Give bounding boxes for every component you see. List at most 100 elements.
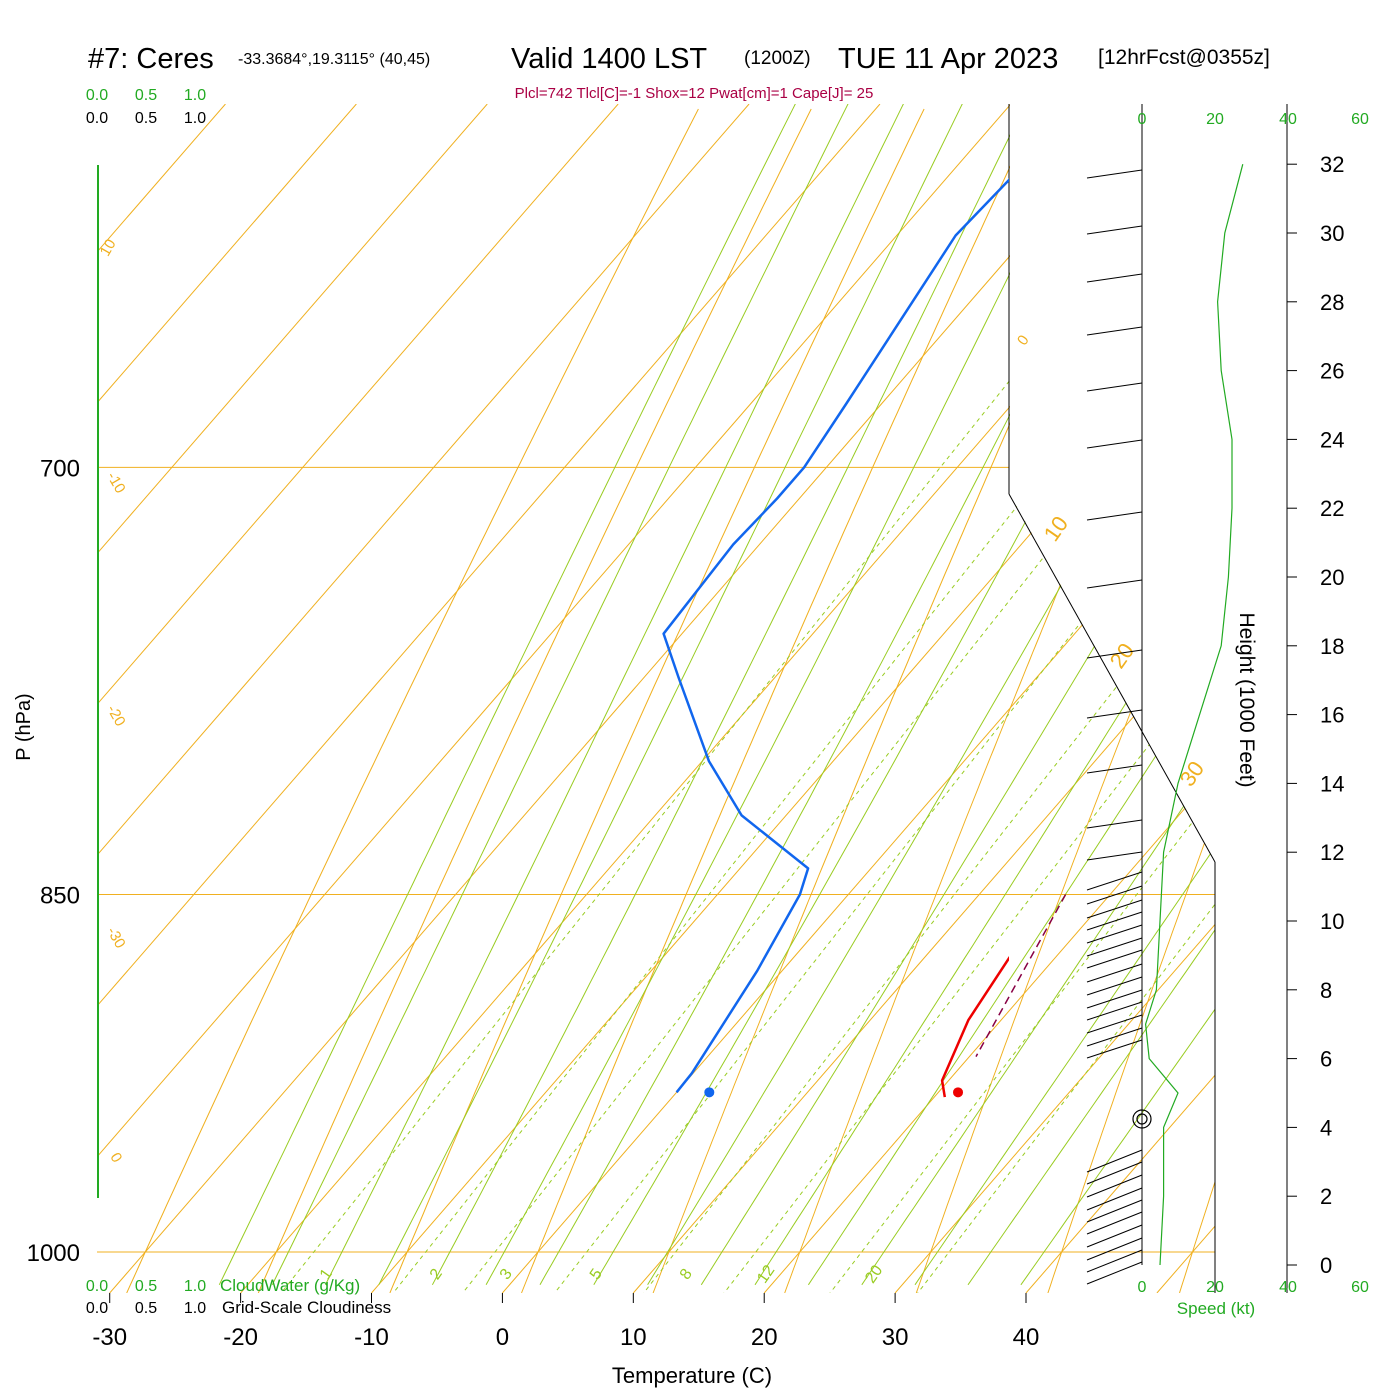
- temp-tick-label: -10: [354, 1324, 389, 1351]
- height-tick-label: 10: [1320, 909, 1344, 934]
- mixing-ratio-line: [591, 104, 1215, 1293]
- isotherm-label: 10: [1039, 512, 1074, 546]
- x-axis-title: Temperature (C): [612, 1363, 772, 1388]
- isotherm: [97, 104, 488, 1293]
- height-axis-title: Height (1000 Feet): [1235, 612, 1258, 787]
- isotherm: [894, 104, 1215, 1293]
- speed-bottom-tick: 60: [1351, 1279, 1369, 1296]
- wind-barb: [1086, 511, 1143, 521]
- mixing-ratio-label: 12: [754, 1262, 778, 1286]
- height-tick-label: 14: [1320, 771, 1344, 796]
- height-tick-label: 26: [1320, 359, 1344, 384]
- isotherm: [763, 104, 1215, 1293]
- isotherm: [632, 104, 1215, 1293]
- wind-barb: [1086, 1014, 1143, 1034]
- wind-barb: [1086, 1161, 1143, 1185]
- wind-barb: [1086, 579, 1143, 589]
- height-tick-label: 2: [1320, 1184, 1332, 1209]
- temp-tick-label: 40: [1013, 1324, 1040, 1351]
- isotherm-label: 20: [1105, 639, 1140, 673]
- y-axis-title: P (hPa): [13, 693, 35, 760]
- height-tick-label: 22: [1320, 496, 1344, 521]
- wind-barb: [1086, 924, 1143, 944]
- wind-barb: [1086, 382, 1143, 392]
- diagram-grid: [97, 104, 1215, 1293]
- isotherm-label: -30: [103, 924, 129, 951]
- wind-speed-profile: [1144, 164, 1244, 1266]
- cloud-top-green: 1.0: [184, 87, 206, 104]
- dry-adiabat: [1047, 108, 1215, 1293]
- pressure-tick-label: 850: [40, 882, 80, 909]
- dry-adiabat: [126, 108, 699, 1293]
- series-dewpoint: [662, 178, 1009, 1094]
- height-tick-label: 8: [1320, 978, 1332, 1003]
- temperature-axis: -30 -20 -10 0 10 20 30 40: [92, 1293, 1039, 1351]
- speed-scales: 0 20 40 600 20 40 60: [1138, 111, 1369, 1296]
- speed-bottom-tick: 40: [1279, 1279, 1297, 1296]
- wind-barb: [1086, 1249, 1143, 1273]
- height-tick-label: 24: [1320, 427, 1344, 452]
- cloud-bottom-black: 0.5: [135, 1300, 157, 1317]
- wind-barb: [1086, 225, 1143, 235]
- moist-adiabat: [807, 104, 1215, 1286]
- mixing-ratio-label: 2: [427, 1266, 446, 1283]
- mixing-ratio-label: 20: [862, 1262, 886, 1286]
- wind-barb: [1086, 1039, 1143, 1059]
- cloud-top-black: 0.5: [135, 110, 157, 127]
- wind-barb: [1086, 899, 1143, 919]
- wind-barb: [1086, 1261, 1143, 1285]
- moist-adiabat: [378, 104, 1215, 1286]
- wind-barb: [1086, 1027, 1143, 1047]
- dry-adiabat: [521, 108, 1038, 1293]
- cloud-top-black: 1.0: [184, 110, 206, 127]
- wind-barb: [1086, 169, 1143, 179]
- wind-barb: [1086, 819, 1143, 829]
- mixing-ratio-line: [502, 104, 1215, 1293]
- isotherm: [371, 104, 1215, 1293]
- speed-axis-title: Speed (kt): [1177, 1299, 1255, 1318]
- dry-adiabat: [784, 108, 1215, 1293]
- moist-adiabat: [271, 104, 1215, 1286]
- cloud-top-black: 0.0: [86, 110, 108, 127]
- isotherm: [1025, 104, 1215, 1293]
- wind-barb: [1086, 937, 1143, 957]
- moist-adiabat: [431, 104, 1215, 1286]
- sounding-params: Plcl=742 Tlcl[C]=-1 Shox=12 Pwat[cm]=1 C…: [515, 85, 874, 102]
- height-tick-label: 4: [1320, 1115, 1332, 1140]
- speed-top-tick: 40: [1279, 111, 1297, 128]
- wind-barb: [1086, 1224, 1143, 1248]
- speed-top-tick: 0: [1138, 111, 1147, 128]
- mixing-ratio-line: [340, 104, 1215, 1293]
- wind-barb: [1086, 326, 1143, 336]
- isotherm: [97, 104, 1012, 1293]
- cloud-bottom-green: 0.0: [86, 1278, 108, 1295]
- wind-barb: [1086, 1149, 1143, 1173]
- wind-barb: [1086, 976, 1143, 996]
- isotherm: [109, 104, 1143, 1293]
- valid-time: Valid 1400 LST: [511, 43, 707, 75]
- wind-barb: [1086, 1211, 1143, 1235]
- isotherm-label: 10: [97, 236, 120, 259]
- isotherm: [1156, 104, 1215, 1293]
- moist-adiabat: [218, 104, 1215, 1286]
- speed-top-tick: 60: [1351, 111, 1369, 128]
- height-tick-label: 32: [1320, 152, 1344, 177]
- wind-barb: [1086, 649, 1143, 659]
- height-tick-label: 28: [1320, 290, 1344, 315]
- dry-adiabat: [257, 108, 812, 1293]
- wind-barb: [1086, 885, 1143, 905]
- cloud-scales: 0.0 0.0 0.5 0.5 1.0 1.0 0.0 0.0 0.5 0.5 1.0 1.0: [86, 87, 206, 1317]
- station-title: #7: Ceres: [88, 43, 214, 75]
- wind-barb: [1086, 1237, 1143, 1261]
- wind-barb: [1086, 1187, 1143, 1211]
- wind-barb: [1086, 911, 1143, 931]
- height-tick-label: 18: [1320, 634, 1344, 659]
- isotherm: [97, 104, 750, 1293]
- pressure-tick-label: 1000: [27, 1240, 80, 1267]
- mixing-ratio-label: 8: [677, 1266, 696, 1283]
- surface-temperature-dot: [953, 1087, 964, 1098]
- wind-barb: [1086, 1001, 1143, 1021]
- dry-adiabat: [1179, 108, 1215, 1293]
- valid-date: TUE 11 Apr 2023: [838, 43, 1058, 75]
